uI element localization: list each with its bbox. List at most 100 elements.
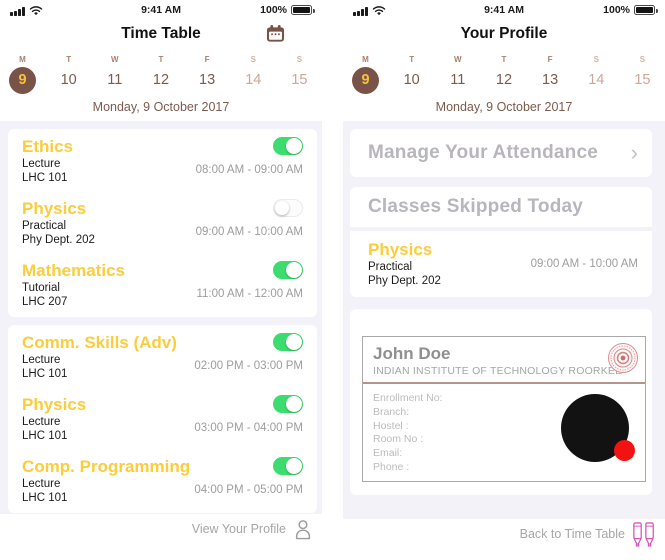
class-time: 11:00 AM - 12:00 AM — [196, 288, 303, 300]
profile-content: Manage Your Attendance › Classes Skipped… — [343, 121, 665, 519]
class-row: Comm. Skills (Adv) Lecture LHC 101 02:00… — [22, 326, 303, 388]
class-type: Tutorial — [22, 282, 60, 294]
date-cell-12[interactable]: 12 — [152, 72, 170, 88]
chevron-right-icon: › — [630, 140, 638, 165]
class-room: LHC 101 — [22, 430, 68, 442]
calendar-icon[interactable] — [266, 24, 285, 43]
class-row: Physics Practical Phy Dept. 202 09:00 AM… — [22, 192, 303, 254]
id-field-branch: Branch: — [373, 405, 410, 418]
day-letter: M — [362, 55, 369, 64]
pencils-icon — [633, 522, 654, 547]
class-row: Physics Lecture LHC 101 03:00 PM - 04:00… — [22, 388, 303, 450]
week-date-row: 9 10 11 12 13 14 15 — [343, 67, 665, 94]
week-date-row: 9 10 11 12 13 14 15 — [0, 67, 322, 94]
wifi-icon — [29, 5, 43, 15]
date-cell-9[interactable]: 9 — [352, 67, 379, 94]
date-cell-11[interactable]: 11 — [107, 72, 123, 88]
id-card-container: John Doe INDIAN INSTITUTE OF TECHNOLOGY … — [350, 309, 652, 495]
battery-percent: 100% — [603, 4, 630, 16]
date-cell-15[interactable]: 15 — [291, 72, 308, 88]
class-row: Mathematics Tutorial LHC 207 11:00 AM - … — [22, 254, 303, 316]
back-to-timetable-label: Back to Time Table — [519, 527, 625, 541]
attendance-toggle[interactable] — [273, 199, 303, 217]
attendance-toggle[interactable] — [273, 137, 303, 155]
class-room: LHC 101 — [22, 368, 68, 380]
subject-name: Ethics — [22, 137, 74, 156]
date-cell-10[interactable]: 10 — [60, 72, 77, 88]
attendance-toggle[interactable] — [273, 333, 303, 351]
class-room: LHC 101 — [22, 172, 68, 184]
back-to-timetable-link[interactable]: Back to Time Table — [343, 519, 665, 549]
profile-screen: 9:41 AM 100% Your Profile M T W T F S S … — [343, 0, 665, 560]
id-card-divider — [363, 382, 645, 384]
student-id-card: John Doe INDIAN INSTITUTE OF TECHNOLOGY … — [362, 336, 646, 482]
attendance-toggle[interactable] — [273, 261, 303, 279]
day-letter: S — [593, 55, 599, 64]
attendance-toggle[interactable] — [273, 457, 303, 475]
day-letter: T — [158, 55, 164, 64]
afternoon-classes-card: Comm. Skills (Adv) Lecture LHC 101 02:00… — [8, 325, 317, 513]
day-letter: W — [111, 55, 119, 64]
date-cell-14[interactable]: 14 — [245, 72, 262, 88]
class-room: Phy Dept. 202 — [22, 234, 95, 246]
id-field-enrollment: Enrollment No: — [373, 392, 443, 404]
date-cell-15[interactable]: 15 — [634, 72, 651, 88]
day-letter: S — [296, 55, 303, 64]
timetable-list: Ethics Lecture LHC 101 08:00 AM - 09:00 … — [0, 121, 322, 514]
wifi-icon — [372, 5, 386, 15]
class-row: Comp. Programming Lecture LHC 101 04:00 … — [22, 450, 303, 512]
subject-name: Physics — [368, 240, 433, 259]
selected-date-label: Monday, 9 October 2017 — [435, 100, 573, 114]
day-letter: M — [19, 55, 26, 64]
iit-roorkee-seal-icon — [607, 342, 639, 379]
date-cell-12[interactable]: 12 — [495, 72, 513, 88]
subject-name: Physics — [22, 199, 87, 218]
date-cell-11[interactable]: 11 — [450, 72, 466, 88]
day-letter: S — [639, 55, 646, 64]
status-bar: 9:41 AM 100% — [0, 0, 322, 20]
day-letter: T — [66, 55, 72, 64]
class-time: 02:00 PM - 03:00 PM — [194, 360, 303, 372]
date-cell-9[interactable]: 9 — [9, 67, 36, 94]
class-time: 09:00 AM - 10:00 AM — [530, 258, 638, 270]
view-profile-link[interactable]: View Your Profile — [0, 514, 322, 544]
week-letter-row: M T W T F S S — [0, 55, 322, 64]
class-row: Physics Practical Phy Dept. 202 09:00 AM… — [368, 232, 638, 296]
day-letter: W — [454, 55, 462, 64]
class-time: 08:00 AM - 09:00 AM — [195, 164, 303, 176]
status-time: 9:41 AM — [484, 4, 524, 16]
manage-attendance-button[interactable]: Manage Your Attendance › — [350, 129, 652, 177]
day-letter: T — [409, 55, 415, 64]
class-type: Lecture — [22, 478, 61, 490]
signal-strength-icon — [353, 6, 368, 16]
day-letter: F — [547, 55, 553, 64]
student-name: John Doe — [373, 344, 451, 363]
date-cell-14[interactable]: 14 — [588, 72, 605, 88]
status-dot — [614, 440, 635, 461]
subject-name: Comp. Programming — [22, 457, 191, 476]
id-field-phone: Phone : — [373, 460, 410, 473]
class-room: LHC 101 — [22, 492, 68, 504]
class-room: Phy Dept. 202 — [368, 275, 441, 287]
manage-attendance-label: Manage Your Attendance — [368, 142, 598, 163]
class-room: LHC 207 — [22, 296, 68, 308]
id-field-email: Email: — [373, 447, 403, 460]
person-icon — [295, 520, 311, 540]
battery-icon — [634, 5, 658, 15]
status-bar: 9:41 AM 100% — [343, 0, 665, 20]
signal-strength-icon — [10, 6, 25, 16]
skipped-classes-header: Classes Skipped Today — [350, 187, 652, 227]
page-title: Time Table — [121, 25, 201, 42]
class-type: Practical — [368, 261, 413, 273]
attendance-toggle[interactable] — [273, 395, 303, 413]
subject-name: Mathematics — [22, 261, 125, 280]
subject-name: Physics — [22, 395, 87, 414]
class-type: Practical — [22, 220, 67, 232]
date-cell-10[interactable]: 10 — [403, 72, 420, 88]
nav-bar: Time Table — [0, 20, 322, 47]
day-letter: S — [250, 55, 256, 64]
skipped-class-card: Physics Practical Phy Dept. 202 09:00 AM… — [350, 231, 652, 297]
date-cell-13[interactable]: 13 — [199, 72, 216, 88]
date-cell-13[interactable]: 13 — [542, 72, 559, 88]
